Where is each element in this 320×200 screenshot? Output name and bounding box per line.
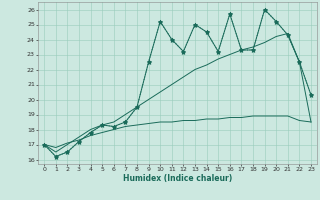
X-axis label: Humidex (Indice chaleur): Humidex (Indice chaleur) [123,174,232,183]
